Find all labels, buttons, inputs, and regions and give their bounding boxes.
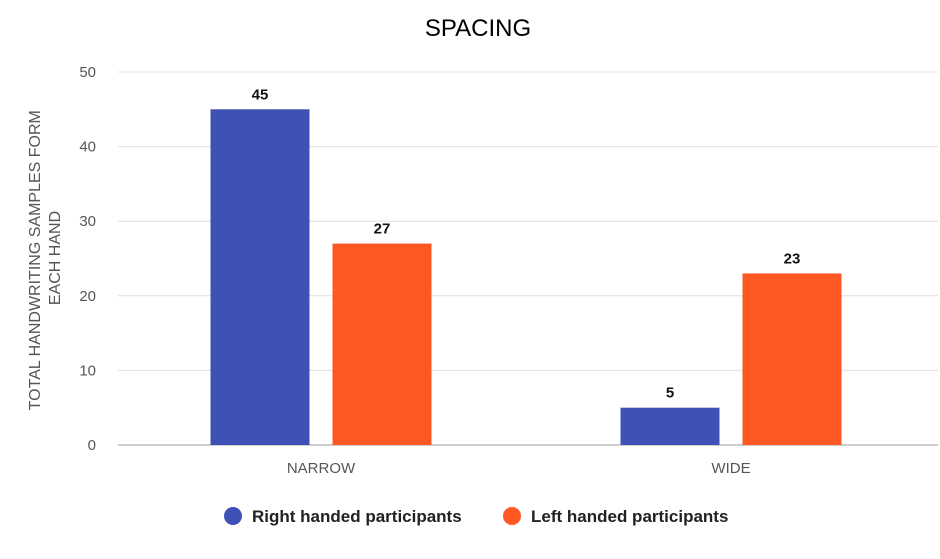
category-label: NARROW bbox=[287, 460, 356, 477]
legend: Right handed participants Left handed par… bbox=[224, 507, 728, 526]
legend-label: Left handed participants bbox=[531, 507, 728, 526]
bars bbox=[210, 109, 842, 446]
legend-label: Right handed participants bbox=[252, 507, 462, 526]
bar-wide-series-2 bbox=[742, 273, 842, 445]
data-label: 45 bbox=[252, 86, 269, 103]
legend-swatch bbox=[503, 507, 521, 525]
category-label: WIDE bbox=[711, 460, 750, 477]
bar-narrow-series-2 bbox=[332, 243, 432, 445]
y-tick-label: 30 bbox=[79, 213, 96, 230]
chart-title: SPACING bbox=[425, 15, 531, 42]
data-labels: 45 27 5 23 bbox=[252, 86, 801, 401]
y-tick-label: 20 bbox=[79, 288, 96, 305]
y-tick-label: 50 bbox=[79, 64, 96, 81]
y-axis-label: TOTAL HANDWRITING SAMPLES FORM EACH HAND bbox=[27, 106, 64, 411]
data-label: 5 bbox=[666, 385, 674, 402]
y-tick-label: 0 bbox=[88, 437, 96, 454]
data-label: 23 bbox=[784, 250, 801, 267]
y-axis-label-line-2: EACH HAND bbox=[47, 211, 64, 305]
bar-wide-series-1 bbox=[620, 407, 720, 445]
bar-narrow-series-1 bbox=[210, 109, 310, 446]
legend-swatch bbox=[224, 507, 242, 525]
y-axis-label-line-1: TOTAL HANDWRITING SAMPLES FORM bbox=[27, 110, 44, 410]
y-tick-labels: 0 10 20 30 40 50 bbox=[79, 64, 96, 454]
y-tick-label: 40 bbox=[79, 139, 96, 156]
data-label: 27 bbox=[374, 221, 391, 238]
category-labels: NARROW WIDE bbox=[287, 460, 751, 477]
y-tick-label: 10 bbox=[79, 362, 96, 379]
